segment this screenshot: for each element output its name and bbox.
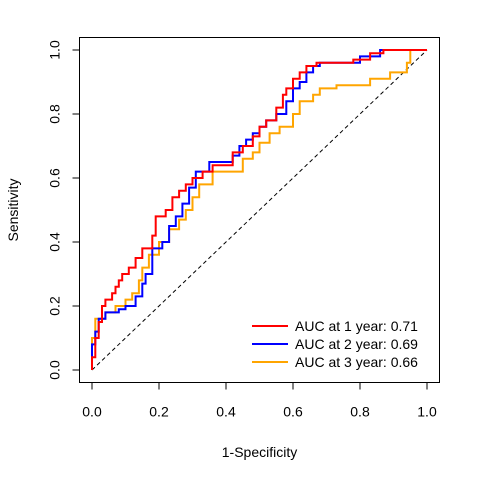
- roc-curve-series-1: [91, 49, 427, 370]
- y-tick-label: 0.2: [47, 296, 63, 316]
- y-axis-title: Sensitivity: [5, 178, 21, 241]
- series-layer: [91, 49, 427, 370]
- legend: AUC at 1 year: 0.71 AUC at 2 year: 0.69 AU…: [252, 318, 418, 370]
- y-axis: 0.0 0.2 0.4 0.6 0.8 1.0: [47, 40, 80, 380]
- y-tick-label: 1.0: [47, 40, 63, 60]
- legend-label: AUC at 1 year: 0.71: [295, 318, 418, 334]
- reference-diagonal: [91, 49, 428, 371]
- roc-curve-series-3: [91, 49, 427, 370]
- x-tick-label: 0.6: [283, 404, 303, 420]
- x-tick-label: 0.2: [149, 404, 169, 420]
- x-tick-label: 0.8: [350, 404, 370, 420]
- x-tick-label: 1.0: [417, 404, 437, 420]
- legend-label: AUC at 3 year: 0.66: [295, 354, 418, 370]
- x-tick-label: 0.4: [216, 404, 236, 420]
- y-tick-label: 0.6: [47, 168, 63, 188]
- y-tick-label: 0.4: [47, 232, 63, 252]
- y-tick-label: 0.8: [47, 104, 63, 124]
- legend-label: AUC at 2 year: 0.69: [295, 336, 418, 352]
- x-axis: 0.0 0.2 0.4 0.6 0.8 1.0: [82, 382, 437, 420]
- x-tick-label: 0.0: [82, 404, 102, 420]
- y-tick-label: 0.0: [47, 360, 63, 380]
- x-axis-title: 1-Specificity: [222, 444, 297, 460]
